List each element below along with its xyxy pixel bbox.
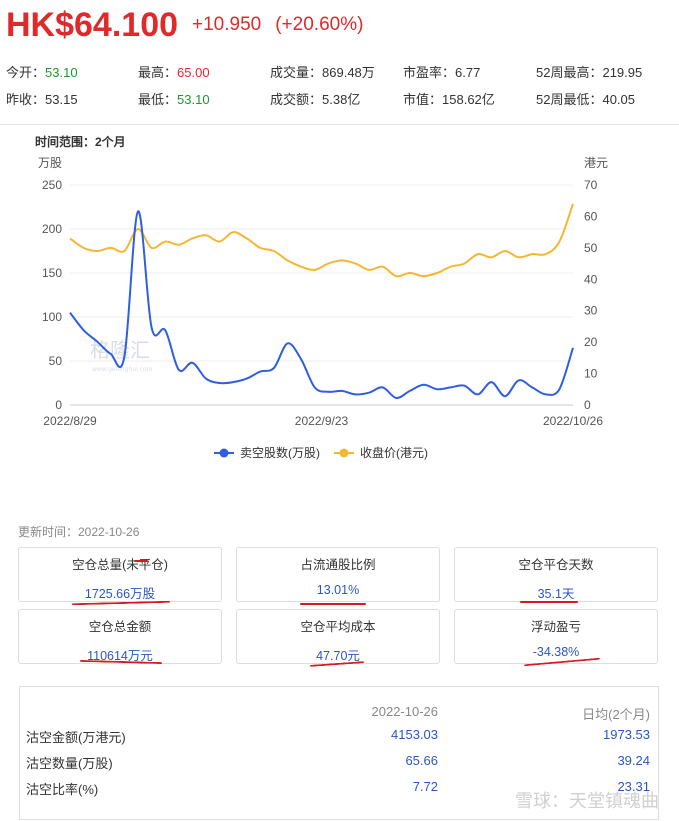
stat-open: 今开：53.10 (6, 65, 78, 80)
chart-series (69, 203, 574, 400)
stat-prev-close: 昨收：53.15 (6, 92, 78, 107)
y-left-tick-label: 0 (55, 398, 62, 412)
series-line-short-volume (69, 210, 574, 400)
stat-52w-high: 52周最高：219.95 (536, 65, 643, 80)
time-range-label: 时间范围：2个月 (35, 135, 126, 149)
card-value: 110614万元 (87, 649, 153, 663)
y-axis-right-title: 港元 (584, 156, 608, 170)
short-selling-chart: 万股 港元 0 50 100 150 200 250 0 10 20 30 40 50 60 70 格隆… (38, 156, 608, 460)
y-left-tick-label: 50 (49, 354, 63, 368)
y-right-tick-label: 10 (584, 367, 598, 381)
y-right-tick-label: 0 (584, 398, 591, 412)
chart-gridlines (70, 184, 573, 362)
y-axis-left-ticks: 0 50 100 150 200 250 (42, 178, 62, 412)
card-avg-cost: 空仓平均成本 47.70元 (236, 609, 440, 664)
update-time: 更新时间：2022-10-26 (18, 525, 140, 539)
table-cell-day: 7.72 (412, 779, 438, 794)
card-title: 空仓总量(未平仓) (72, 558, 168, 572)
y-axis-left-title: 万股 (38, 156, 62, 170)
y-left-tick-label: 200 (42, 222, 62, 236)
x-tick-label: 2022/8/29 (43, 414, 97, 428)
y-right-tick-label: 40 (584, 272, 598, 286)
x-axis-labels: 2022/8/29 2022/9/23 2022/10/26 (43, 414, 603, 428)
card-title: 空仓平均成本 (300, 620, 376, 634)
stat-market-cap: 市值：158.62亿 (403, 92, 495, 107)
annotation-underline (520, 601, 578, 603)
table-row-label: 沽空数量(万股) (26, 756, 113, 771)
y-right-tick-label: 50 (584, 241, 598, 255)
footer-watermark: 雪球：天堂镇魂曲 (515, 791, 659, 811)
y-right-tick-label: 20 (584, 335, 598, 349)
chart-watermark-url: www.gelonghui.com (92, 366, 153, 373)
table-row-label: 沽空比率(%) (26, 782, 99, 797)
table-header-day: 2022-10-26 (371, 704, 439, 719)
card-title: 浮动盈亏 (530, 620, 581, 634)
chart-legend: 卖空股数(万股) 收盘价(港元) (214, 445, 428, 460)
table-cell-avg: 1973.53 (603, 727, 650, 742)
legend-swatch-dot (339, 448, 349, 458)
card-open-interest: 空仓总量(未平仓) 1725.66万股 (18, 547, 222, 602)
card-value: -34.38% (532, 645, 580, 659)
y-right-tick-label: 30 (584, 304, 598, 318)
stat-turnover: 成交额：5.38亿 (270, 92, 361, 107)
price-change-percent: (+20.60%) (275, 14, 364, 35)
short-sell-table: 2022-10-26 日均(2个月) 沽空金额(万港元) 4153.03 197… (19, 686, 659, 820)
table-header-avg: 日均(2个月) (582, 707, 650, 722)
table-cell-avg: 23.31 (617, 779, 650, 794)
card-value: 1725.66万股 (84, 587, 156, 601)
stat-52w-low: 52周最低：40.05 (536, 92, 636, 107)
stat-low: 最低：53.10 (138, 92, 210, 107)
y-right-tick-label: 60 (584, 209, 598, 223)
price-change: +10.950 (192, 14, 262, 35)
card-value: 13.01% (316, 583, 360, 597)
x-tick-label: 2022/10/26 (543, 414, 603, 428)
card-floating-pnl: 浮动盈亏 -34.38% (454, 609, 658, 664)
y-left-tick-label: 100 (42, 310, 62, 324)
table-cell-day: 65.66 (405, 753, 438, 768)
y-left-tick-label: 250 (42, 178, 62, 192)
card-short-amount: 空仓总金额 110614万元 (18, 609, 222, 664)
table-cell-day: 4153.03 (391, 727, 438, 742)
y-axis-right-ticks: 0 10 20 30 40 50 60 70 (584, 178, 598, 412)
card-title: 空仓平仓天数 (518, 558, 594, 572)
stat-high: 最高：65.00 (138, 65, 210, 80)
annotation-underline (134, 560, 148, 562)
last-price: HK$64.100 (6, 6, 179, 44)
card-value: 35.1天 (537, 587, 575, 601)
y-right-tick-label: 70 (584, 178, 598, 192)
legend-swatch-dot (219, 448, 229, 458)
legend-label: 卖空股数(万股) (240, 445, 320, 460)
legend-label: 收盘价(港元) (360, 445, 428, 460)
section-divider (0, 124, 679, 125)
x-tick-label: 2022/9/23 (295, 414, 349, 428)
table-row-label: 沽空金额(万港元) (26, 730, 126, 745)
card-title: 占流通股比例 (300, 558, 376, 572)
quote-header: HK$64.100 +10.950 (+20.60%) (6, 0, 364, 44)
stat-pe: 市盈率：6.77 (403, 65, 481, 80)
stat-volume: 成交量：869.48万 (270, 65, 375, 80)
chart-watermark: 格隆汇 (90, 338, 150, 362)
table-cell-avg: 39.24 (617, 753, 650, 768)
series-line-close-price (69, 203, 574, 278)
annotation-underline (300, 603, 366, 605)
card-value: 47.70元 (316, 649, 360, 663)
card-days-to-cover: 空仓平仓天数 35.1天 (454, 547, 658, 602)
card-title: 空仓总金额 (88, 620, 152, 634)
y-left-tick-label: 150 (42, 266, 62, 280)
card-float-ratio: 占流通股比例 13.01% (236, 547, 440, 602)
